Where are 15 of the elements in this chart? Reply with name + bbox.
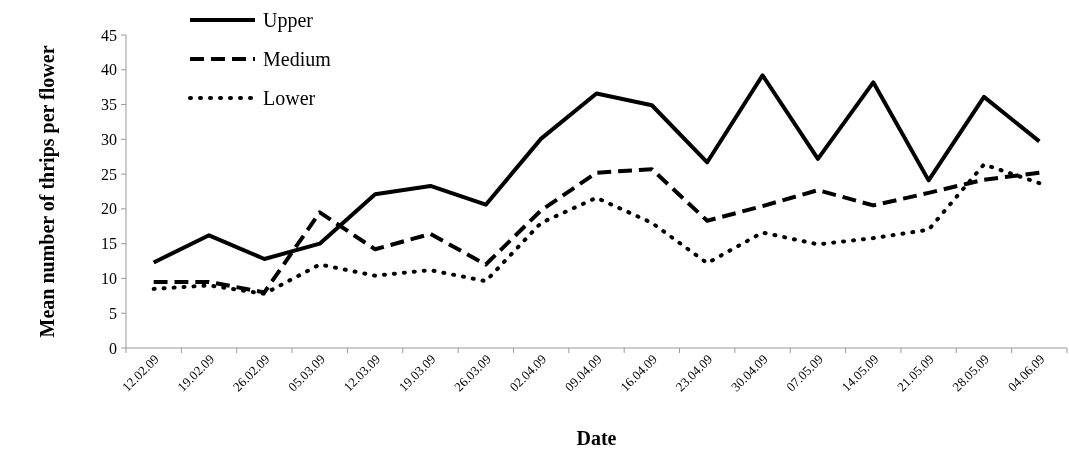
y-tick-label: 30 [101, 130, 117, 148]
y-tick-label: 15 [101, 235, 117, 253]
y-tick-label: 40 [101, 61, 117, 79]
y-tick-label: 20 [101, 200, 117, 218]
legend-label: Medium [263, 48, 332, 70]
legend-label: Upper [263, 9, 314, 32]
y-tick-label: 0 [109, 339, 117, 357]
x-axis-title: Date [576, 427, 617, 449]
legend-label: Lower [263, 87, 316, 109]
y-tick-label: 10 [101, 270, 117, 288]
y-tick-label: 35 [101, 96, 117, 114]
y-axis-title: Mean number of thrips per flower [36, 45, 59, 338]
y-tick-label: 25 [101, 165, 117, 183]
y-tick-label: 5 [109, 304, 117, 322]
y-tick-label: 45 [101, 26, 117, 44]
